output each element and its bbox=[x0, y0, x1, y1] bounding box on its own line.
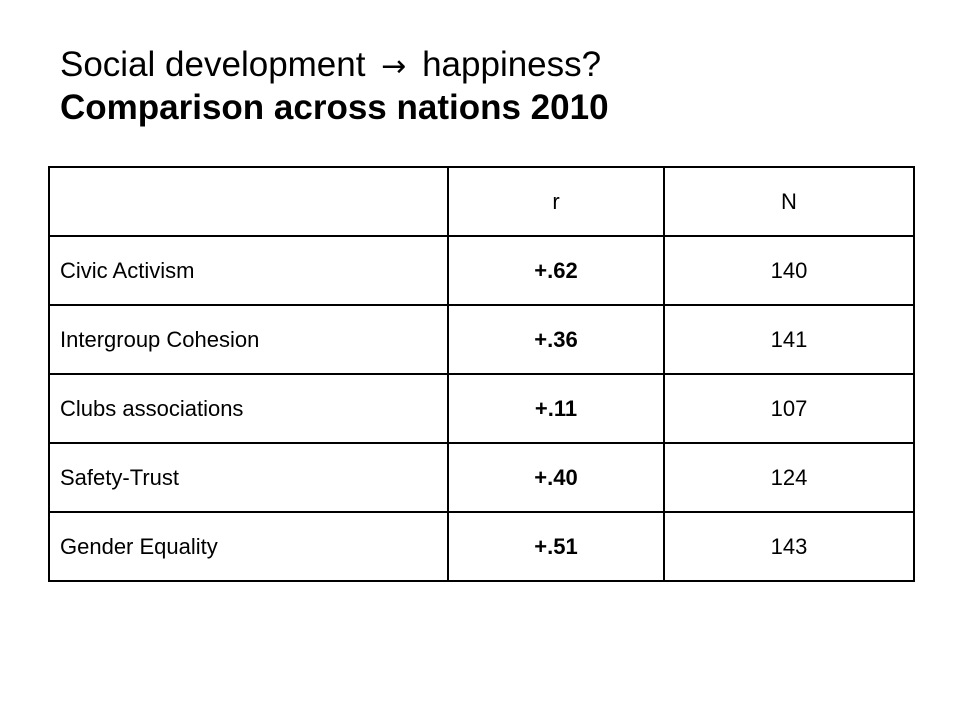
row-label: Gender Equality bbox=[48, 511, 449, 582]
table-row: Civic Activism +.62 140 bbox=[48, 235, 915, 306]
header-empty-cell bbox=[48, 166, 449, 237]
header-n: N bbox=[663, 166, 915, 237]
correlation-table: r N Civic Activism +.62 140 Intergroup C… bbox=[48, 166, 915, 582]
table-row: Clubs associations +.11 107 bbox=[48, 373, 915, 444]
row-r-value: +.11 bbox=[447, 373, 665, 444]
row-r-value: +.62 bbox=[447, 235, 665, 306]
title-line-1: Social development → happiness? bbox=[60, 44, 920, 87]
table-header-row: r N bbox=[48, 166, 915, 237]
row-label: Intergroup Cohesion bbox=[48, 304, 449, 375]
row-r-value: +.36 bbox=[447, 304, 665, 375]
row-label: Safety-Trust bbox=[48, 442, 449, 513]
title-line-2: Comparison across nations 2010 bbox=[60, 88, 609, 127]
table-row: Intergroup Cohesion +.36 141 bbox=[48, 304, 915, 375]
table-row: Safety-Trust +.40 124 bbox=[48, 442, 915, 513]
row-n-value: 124 bbox=[663, 442, 915, 513]
right-arrow-icon: → bbox=[381, 49, 407, 84]
row-label: Clubs associations bbox=[48, 373, 449, 444]
row-n-value: 140 bbox=[663, 235, 915, 306]
slide-title: Social development → happiness? Comparis… bbox=[60, 44, 920, 128]
title-text-end: happiness? bbox=[422, 45, 602, 84]
row-n-value: 141 bbox=[663, 304, 915, 375]
table-row: Gender Equality +.51 143 bbox=[48, 511, 915, 582]
title-text-start: Social development bbox=[60, 45, 366, 84]
row-n-value: 143 bbox=[663, 511, 915, 582]
row-r-value: +.51 bbox=[447, 511, 665, 582]
row-n-value: 107 bbox=[663, 373, 915, 444]
row-label: Civic Activism bbox=[48, 235, 449, 306]
header-r: r bbox=[447, 166, 665, 237]
row-r-value: +.40 bbox=[447, 442, 665, 513]
